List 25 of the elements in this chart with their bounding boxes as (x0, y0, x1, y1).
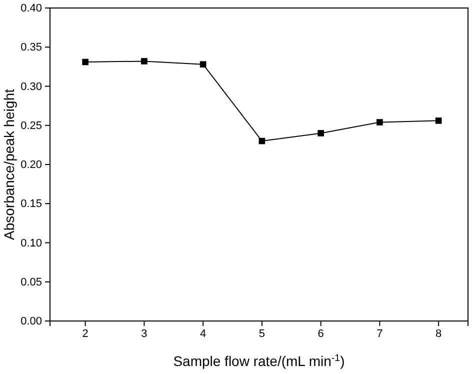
point (318, 130, 324, 136)
y-tick-label: 0.20 (20, 159, 42, 172)
point (435, 118, 442, 124)
point (141, 58, 148, 64)
point (376, 119, 383, 126)
x-tick-label: 7 (376, 328, 383, 340)
point (200, 61, 206, 68)
x-tick-label: 4 (200, 328, 206, 340)
point (82, 58, 88, 66)
y-tick-label: 0.15 (20, 198, 42, 210)
x-axis-title: Sample flow rate/(mL min$^{-1}$) (173, 352, 345, 369)
x-tick-label: 2 (82, 328, 88, 340)
y-tick-label: 0.40 (20, 2, 42, 15)
y-tick-label: 0.25 (20, 120, 42, 132)
point (258, 138, 266, 144)
x-tick-label: 3 (141, 328, 148, 340)
x-tick-label: 5 (258, 328, 266, 340)
y-tick-label: 0.35 (20, 42, 42, 54)
y-tick-label: 0.30 (20, 80, 42, 93)
x-tick-label: 8 (436, 328, 442, 340)
y-axis-title: Absorbance/peak height (1, 88, 17, 240)
y-tick-label: 0.05 (20, 276, 42, 288)
y-tick-label: 0.10 (20, 237, 42, 250)
x-tick-label: 6 (318, 328, 324, 340)
y-tick-label: 0.00 (20, 316, 42, 328)
